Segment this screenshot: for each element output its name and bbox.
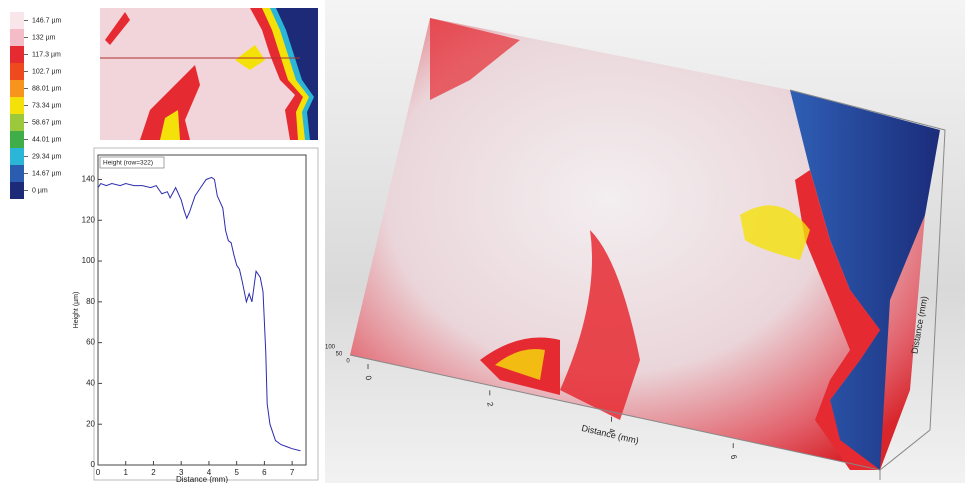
- colorbar-label: 117.3 µm: [32, 51, 61, 58]
- x-tick-label: 5: [234, 468, 239, 477]
- colorbar-swatch: [10, 97, 24, 114]
- heatmap: [100, 8, 318, 140]
- x-tick-label: 1: [124, 468, 129, 477]
- chart-panel: [94, 148, 318, 480]
- colorbar-label: 132 µm: [32, 34, 56, 41]
- y-axis-label: Height (µm): [73, 292, 80, 329]
- figure: 146.7 µm 132 µm 117.3 µm 102.7 µm 88.01 µm 73…: [0, 0, 965, 483]
- y-tick-label: 40: [86, 379, 95, 388]
- y-tick-label: 100: [82, 256, 96, 265]
- colorbar-swatch: [10, 114, 24, 131]
- colorbar-swatch: [10, 148, 24, 165]
- colorbar-swatch: [10, 182, 24, 199]
- surface-view: [325, 0, 965, 483]
- colorbar-label: 14.67 µm: [32, 170, 61, 177]
- colorbar-label: 58.67 µm: [32, 119, 61, 126]
- colorbar-swatch: [10, 29, 24, 46]
- x-tick-label: 0: [96, 468, 101, 477]
- x-tick-label: 6: [262, 468, 267, 477]
- legend-label: Height (row=322): [103, 160, 153, 167]
- colorbar-swatch: [10, 63, 24, 80]
- colorbar-label: 29.34 µm: [32, 153, 61, 160]
- colorbar-label: 102.7 µm: [32, 68, 61, 75]
- y-tick-label: 120: [82, 215, 96, 224]
- colorbar-swatch: [10, 165, 24, 182]
- y-tick-label: 20: [86, 419, 95, 428]
- z-tick-label: 100: [325, 345, 336, 351]
- x-tick-label: 7: [290, 468, 295, 477]
- z-tick-label: 50: [336, 352, 343, 358]
- y-tick-label: 140: [82, 175, 96, 184]
- colorbar-label: 44.01 µm: [32, 136, 61, 143]
- colorbar-label: 73.34 µm: [32, 102, 61, 109]
- colorbar-swatch: [10, 46, 24, 63]
- y-tick-label: 80: [86, 297, 95, 306]
- colorbar-label: 0 µm: [32, 187, 48, 194]
- colorbar-label: 88.01 µm: [32, 85, 61, 92]
- colorbar-swatch: [10, 131, 24, 148]
- x-tick-label: 2: [151, 468, 156, 477]
- colorbar-swatch: [10, 80, 24, 97]
- colorbar-label: 146.7 µm: [32, 17, 61, 24]
- y-tick-label: 60: [86, 338, 95, 347]
- colorbar-swatch: [10, 12, 24, 29]
- x-axis-label: Distance (mm): [176, 475, 228, 483]
